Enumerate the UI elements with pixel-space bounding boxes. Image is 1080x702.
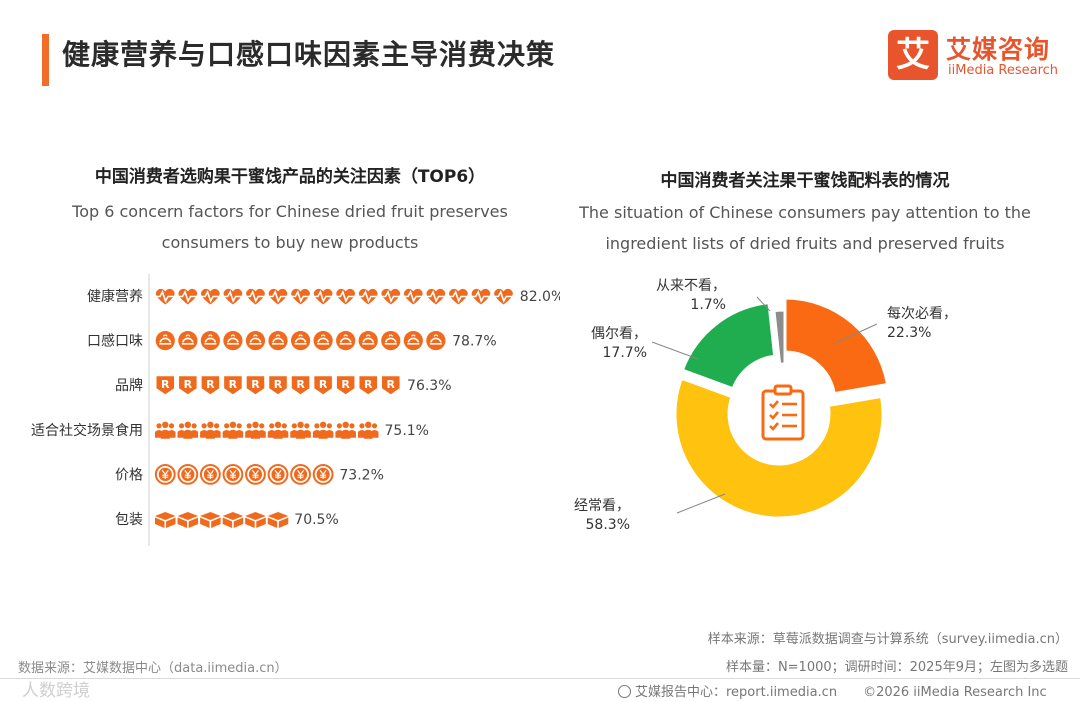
bar-value-label: 70.5% [294,512,338,528]
donut-leader-line [756,296,771,312]
donut-label-value: 22.3% [887,325,931,341]
donut-slice-3 [680,300,777,391]
donut-label-value: 1.7% [690,297,726,313]
right-chart-title: 中国消费者关注果干蜜饯配料表的情况 [660,171,950,191]
bar-package-box [155,512,289,528]
donut-slice-4 [772,308,787,366]
svg-text:R: R [161,378,170,391]
concern-factors-bar-chart: 健康营养 82.0%口感口味 78.7%品牌 R R R R R R R R R R R 76.3%适合社交… [31,274,560,546]
footer-copyright: ©2026 iiMedia Research Inc [863,685,1047,700]
donut-leader-line [676,493,726,514]
svg-text:R: R [364,378,373,391]
logo-name-cn: 艾媒咨询 [946,35,1051,64]
sample-source-line-2: 样本量：N=1000；调研时间：2025年9月；左图为多选题 [725,660,1068,675]
donut-label-value: 17.7% [603,345,647,361]
bar-value-label: 75.1% [385,423,429,439]
page-title: 健康营养与口感口味因素主导消费决策 [62,38,556,71]
svg-text:R: R [341,378,350,391]
svg-text:R: R [251,378,260,391]
bar-category-label: 口感口味 [87,333,143,350]
bar-value-label: 76.3% [407,378,451,394]
data-source-left: 数据来源：艾媒数据中心（data.iimedia.cn） [18,661,288,676]
sample-source-line-1: 样本来源：草莓派数据调查与计算系统（survey.iimedia.cn） [707,632,1068,647]
clipboard-checklist-icon [761,384,805,441]
donut-slice-2 [673,376,885,520]
svg-text:R: R [274,378,283,391]
donut-label-name: 偶尔看， [591,326,647,342]
bar-heartbeat [154,288,515,305]
svg-text:R: R [184,378,193,391]
bar-category-label: 健康营养 [87,288,143,305]
donut-leader-line [651,341,699,360]
bar-yuan-coin [154,464,334,485]
donut-leader-line [832,323,878,345]
logo-name-en: iiMedia Research [948,63,1059,78]
donut-label-name: 从来不看， [656,278,726,294]
donut-label-name: 经常看， [574,498,630,514]
bar-value-label: 82.0% [520,289,560,305]
title-accent-bar [42,34,49,86]
donut-label-name: 每次必看， [887,306,957,322]
svg-text:R: R [206,378,215,391]
svg-text:R: R [387,378,396,391]
footer: 艾媒报告中心：report.iimedia.cn ©2026 iiMedia Re… [618,681,1047,700]
sample-source: 样本来源：草莓派数据调查与计算系统（survey.iimedia.cn） 样本量… [548,626,1068,682]
bar-value-label: 73.2% [339,467,383,483]
right-chart-subtitle: The situation of Chinese consumers pay a… [579,203,1031,253]
logo-mark: 艾 [888,30,938,80]
globe-icon [618,685,631,698]
bar-category-label: 适合社交场景食用 [31,422,143,439]
bar-people-group [155,421,379,439]
donut-slice-1 [783,296,890,396]
bar-category-label: 价格 [115,467,143,483]
footer-report-link[interactable]: 艾媒报告中心：report.iimedia.cn [635,685,838,700]
bar-value-label: 78.7% [452,334,496,350]
watermark: 人数跨境 [22,681,90,701]
svg-text:R: R [296,378,305,391]
bar-category-label: 包装 [115,512,143,528]
iimedia-logo: 艾 艾媒咨询 iiMedia Research [888,30,1068,84]
left-chart-title: 中国消费者选购果干蜜饯产品的关注因素（TOP6） [94,167,486,187]
ingredient-list-donut-chart: 每次必看， 22.3% 经常看， 58.3% 偶尔看， 17.7% 从来不看， 1.7% [574,278,957,533]
bar-category-label: 品牌 [115,377,143,394]
footer-divider [0,678,1080,679]
donut-label-value: 58.3% [586,517,630,533]
svg-text:R: R [229,378,238,391]
svg-text:R: R [319,378,328,391]
bar-dish [155,331,446,351]
left-chart-subtitle: Top 6 concern factors for Chinese dried … [72,202,508,252]
